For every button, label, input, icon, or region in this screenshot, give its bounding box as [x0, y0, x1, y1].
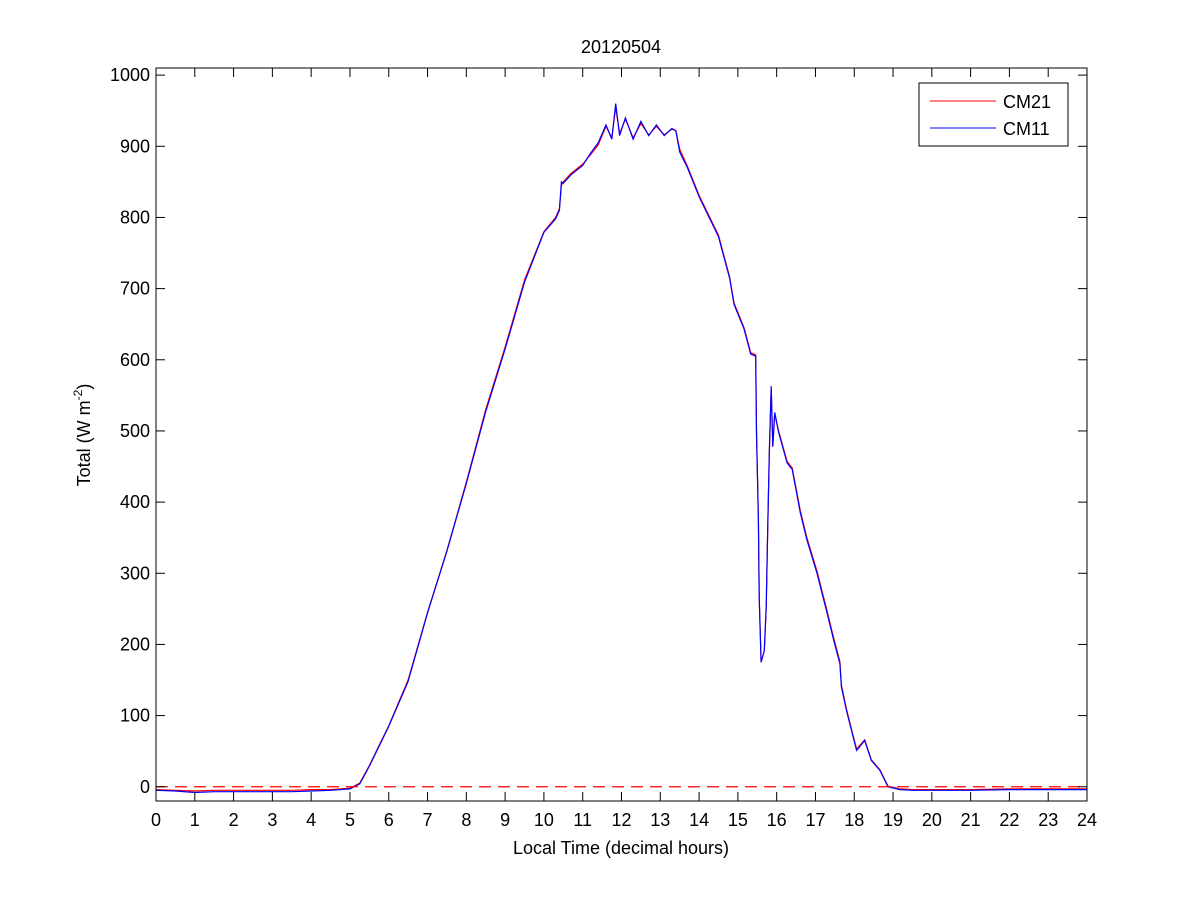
x-tick-label: 16 [767, 810, 787, 830]
x-tick-label: 4 [306, 810, 316, 830]
x-axis: 0 1 2 3 4 5 6 7 8 9 10 11 12 13 14 15 16 17 18 19 20 21 22 23 24 [151, 68, 1097, 830]
legend-label-cm11: CM11 [1003, 119, 1050, 139]
x-tick-label: 3 [267, 810, 277, 830]
x-tick-label: 20 [922, 810, 942, 830]
x-tick-label: 14 [689, 810, 709, 830]
y-tick-label: 300 [120, 563, 150, 583]
x-tick-label: 6 [384, 810, 394, 830]
y-tick-label: 800 [120, 207, 150, 227]
y-tick-label: 500 [120, 421, 150, 441]
y-axis-label-exponent: -2 [71, 389, 85, 400]
y-tick-label: 100 [120, 706, 150, 726]
legend: CM21 CM11 [918, 82, 1069, 147]
x-tick-label: 0 [151, 810, 161, 830]
x-tick-label: 24 [1077, 810, 1097, 830]
x-tick-label: 7 [423, 810, 433, 830]
y-axis-label: Total (W m-2) [71, 384, 94, 487]
x-tick-label: 11 [573, 810, 592, 830]
x-tick-label: 12 [611, 810, 631, 830]
y-tick-label: 0 [140, 777, 150, 797]
x-tick-label: 9 [500, 810, 510, 830]
x-tick-label: 5 [345, 810, 355, 830]
x-tick-label: 21 [961, 810, 981, 830]
y-axis-label-text: Total (W m [74, 400, 94, 486]
x-tick-label: 13 [650, 810, 670, 830]
x-tick-label: 18 [844, 810, 864, 830]
x-axis-label: Local Time (decimal hours) [513, 838, 729, 858]
y-tick-label: 400 [120, 492, 150, 512]
x-tick-label: 23 [1038, 810, 1058, 830]
y-axis: 0 100 200 300 400 500 600 700 800 900 1000 [110, 65, 1087, 797]
x-tick-label: 8 [461, 810, 471, 830]
y-axis-label-close: ) [74, 384, 94, 390]
y-tick-label: 600 [120, 350, 150, 370]
legend-label-cm21: CM21 [1003, 92, 1051, 112]
x-tick-label: 22 [999, 810, 1019, 830]
x-tick-label: 10 [534, 810, 554, 830]
legend-box [918, 82, 1069, 147]
x-tick-label: 1 [190, 810, 200, 830]
y-tick-label: 200 [120, 634, 150, 654]
y-tick-label: 700 [120, 279, 150, 299]
x-tick-label: 15 [728, 810, 748, 830]
chart-title: 20120504 [581, 37, 661, 57]
y-tick-label: 1000 [110, 65, 150, 85]
x-tick-label: 19 [883, 810, 903, 830]
x-tick-label: 17 [805, 810, 825, 830]
y-tick-label: 900 [120, 136, 150, 156]
series-layer [155, 103, 1087, 794]
series-line-cm11 [155, 103, 1087, 794]
x-tick-label: 2 [229, 810, 239, 830]
